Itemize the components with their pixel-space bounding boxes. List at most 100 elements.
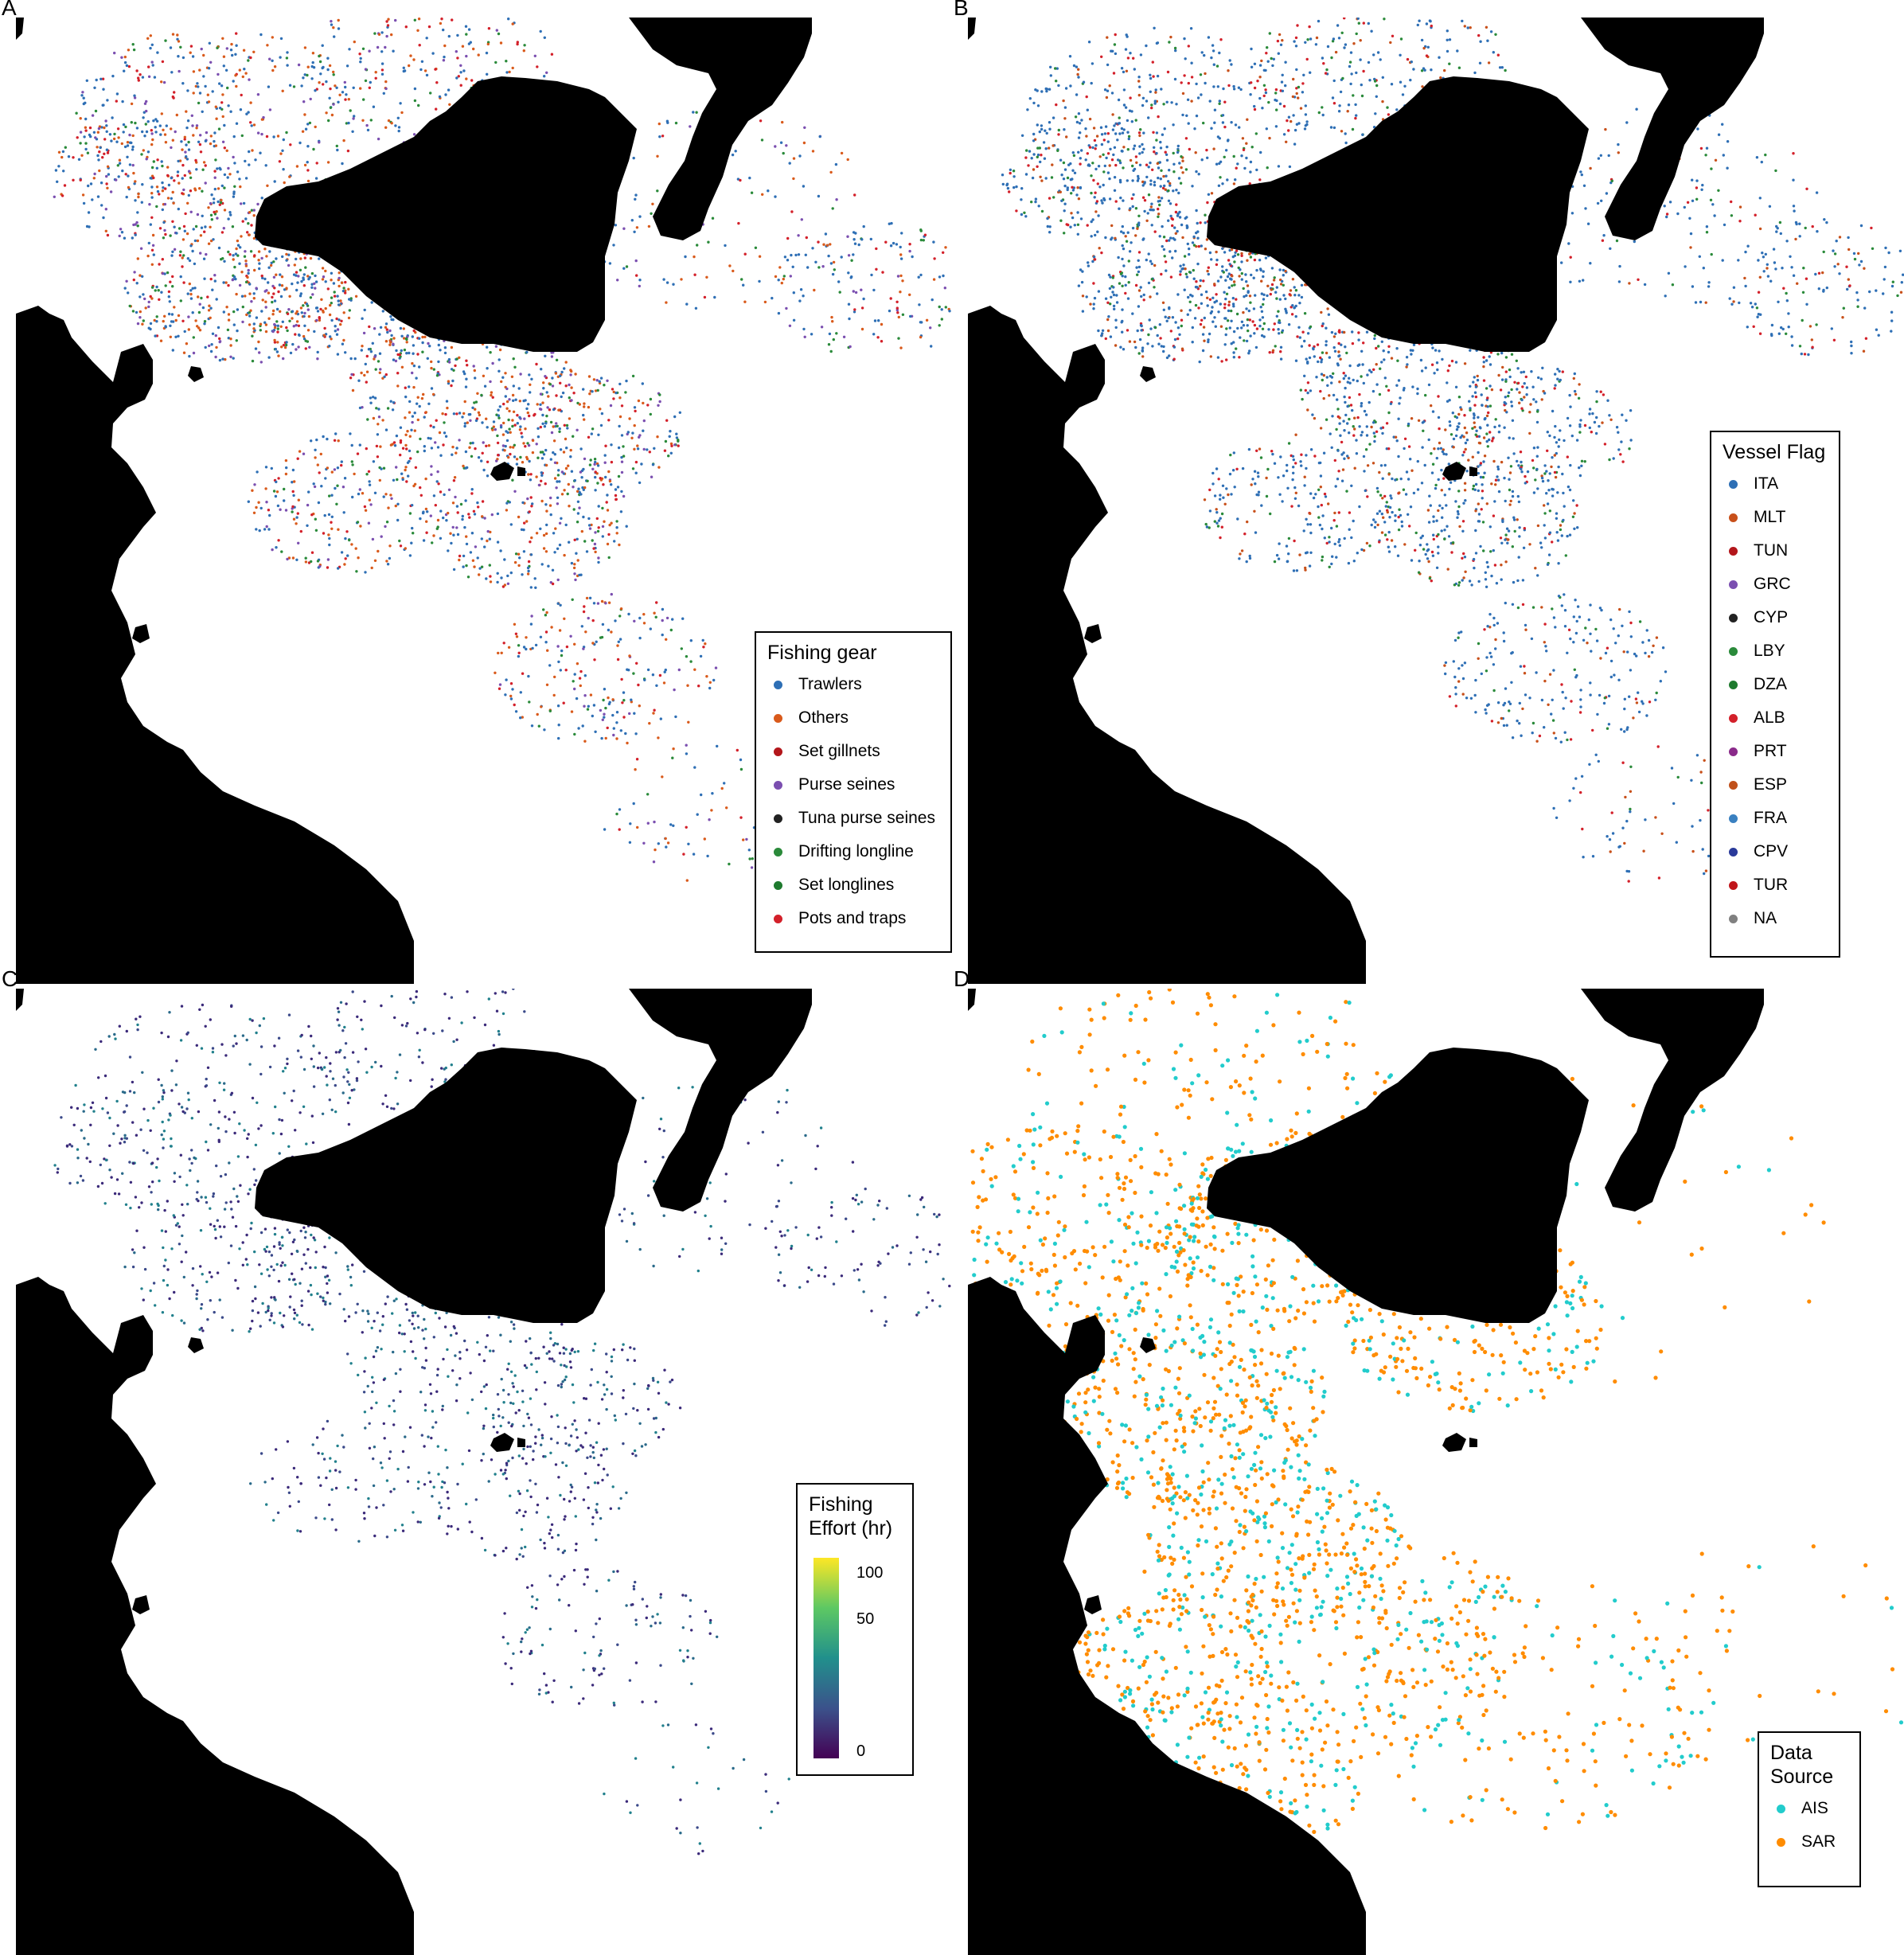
fishing-point xyxy=(555,372,557,374)
fishing-point xyxy=(1254,294,1256,296)
fishing-point xyxy=(509,453,511,455)
fishing-point xyxy=(83,103,85,105)
fishing-point xyxy=(526,458,529,460)
fishing-point xyxy=(632,375,634,377)
fishing-point xyxy=(305,128,307,131)
fishing-point xyxy=(412,344,415,346)
fishing-point xyxy=(287,264,290,267)
fishing-point xyxy=(1159,141,1161,143)
fishing-point xyxy=(817,195,820,197)
fishing-point xyxy=(119,159,121,162)
fishing-point xyxy=(193,263,196,265)
fishing-point xyxy=(1425,366,1427,369)
fishing-point xyxy=(235,252,237,255)
fishing-point xyxy=(497,370,500,373)
fishing-point xyxy=(600,737,603,739)
fishing-point xyxy=(452,526,455,529)
fishing-point xyxy=(579,670,582,673)
fishing-point xyxy=(253,292,256,295)
fishing-point xyxy=(896,306,899,309)
fishing-point xyxy=(451,346,453,349)
fishing-point xyxy=(306,145,309,147)
fishing-point xyxy=(438,344,440,346)
fishing-point xyxy=(1278,557,1280,560)
fishing-point xyxy=(1573,512,1575,514)
fishing-point xyxy=(1131,179,1133,181)
fishing-point xyxy=(599,380,601,383)
fishing-point xyxy=(426,74,428,76)
fishing-point xyxy=(1490,30,1492,33)
fishing-point xyxy=(1181,348,1184,350)
fishing-point xyxy=(1621,827,1624,829)
fishing-point xyxy=(1383,495,1386,498)
fishing-point xyxy=(1433,447,1435,450)
fishing-point xyxy=(379,372,381,374)
fishing-point xyxy=(276,330,279,333)
fishing-point xyxy=(219,340,221,342)
fishing-point xyxy=(1338,422,1340,424)
fishing-point xyxy=(638,704,641,707)
fishing-point xyxy=(596,379,599,381)
fishing-point xyxy=(540,30,542,33)
fishing-point xyxy=(1167,71,1169,73)
fishing-point xyxy=(847,158,849,161)
fishing-point xyxy=(539,404,541,406)
fishing-point xyxy=(401,366,404,369)
fishing-point xyxy=(187,141,189,143)
fishing-point xyxy=(210,278,213,280)
fishing-point xyxy=(434,441,436,443)
fishing-point xyxy=(606,380,608,382)
fishing-point xyxy=(381,68,384,71)
fishing-point xyxy=(728,863,730,865)
fishing-point xyxy=(274,326,276,329)
fishing-point xyxy=(223,260,225,263)
fishing-point xyxy=(150,185,153,188)
fishing-point xyxy=(821,265,824,267)
fishing-point xyxy=(292,490,295,493)
fishing-point xyxy=(1508,529,1510,532)
fishing-point xyxy=(813,289,815,291)
fishing-point xyxy=(497,540,499,543)
fishing-point xyxy=(650,413,652,416)
fishing-point xyxy=(267,356,270,358)
fishing-point xyxy=(1399,81,1402,84)
fishing-point xyxy=(361,492,364,494)
fishing-point xyxy=(462,555,465,557)
fishing-point xyxy=(635,461,638,463)
fishing-point xyxy=(781,282,783,284)
fishing-point xyxy=(1124,275,1126,278)
fishing-point xyxy=(1174,321,1176,323)
fishing-point xyxy=(594,531,596,533)
fishing-point xyxy=(1321,556,1324,558)
fishing-point xyxy=(1254,482,1256,485)
fishing-point xyxy=(291,343,294,345)
fishing-point xyxy=(648,722,650,724)
fishing-point xyxy=(1296,335,1298,338)
fishing-point xyxy=(1878,334,1880,337)
fishing-point xyxy=(212,90,214,92)
fishing-point xyxy=(383,495,385,498)
fishing-point xyxy=(1206,297,1208,299)
fishing-point xyxy=(646,793,649,795)
fishing-point xyxy=(432,534,435,537)
fishing-point xyxy=(549,710,552,712)
fishing-point xyxy=(256,316,258,318)
fishing-point xyxy=(178,40,180,42)
fishing-point xyxy=(509,446,512,448)
fishing-point xyxy=(609,701,611,704)
fishing-point xyxy=(1564,625,1567,627)
fishing-point xyxy=(573,572,575,575)
fishing-point xyxy=(430,361,432,363)
fishing-point xyxy=(543,547,545,549)
fishing-point xyxy=(239,185,241,188)
fishing-point xyxy=(482,441,485,443)
fishing-point xyxy=(1126,179,1129,181)
fishing-point xyxy=(173,179,175,181)
fishing-point xyxy=(462,45,464,48)
fishing-point xyxy=(679,412,681,414)
fishing-point xyxy=(638,285,641,287)
fishing-point xyxy=(141,131,143,133)
fishing-point xyxy=(634,732,637,735)
fishing-point xyxy=(406,430,408,432)
fishing-point xyxy=(460,84,462,87)
